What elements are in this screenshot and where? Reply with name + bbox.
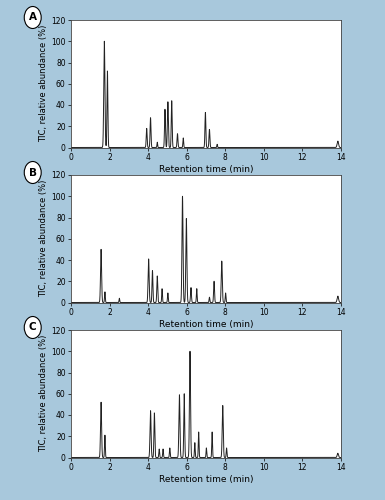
X-axis label: Retention time (min): Retention time (min) bbox=[159, 165, 253, 174]
Text: B: B bbox=[29, 168, 37, 177]
Y-axis label: TIC, relative abundance (%): TIC, relative abundance (%) bbox=[39, 180, 49, 298]
Text: C: C bbox=[29, 322, 37, 332]
X-axis label: Retention time (min): Retention time (min) bbox=[159, 475, 253, 484]
Text: A: A bbox=[29, 12, 37, 22]
Y-axis label: TIC, relative abundance (%): TIC, relative abundance (%) bbox=[39, 335, 49, 452]
X-axis label: Retention time (min): Retention time (min) bbox=[159, 320, 253, 329]
Y-axis label: TIC, relative abundance (%): TIC, relative abundance (%) bbox=[39, 25, 49, 142]
